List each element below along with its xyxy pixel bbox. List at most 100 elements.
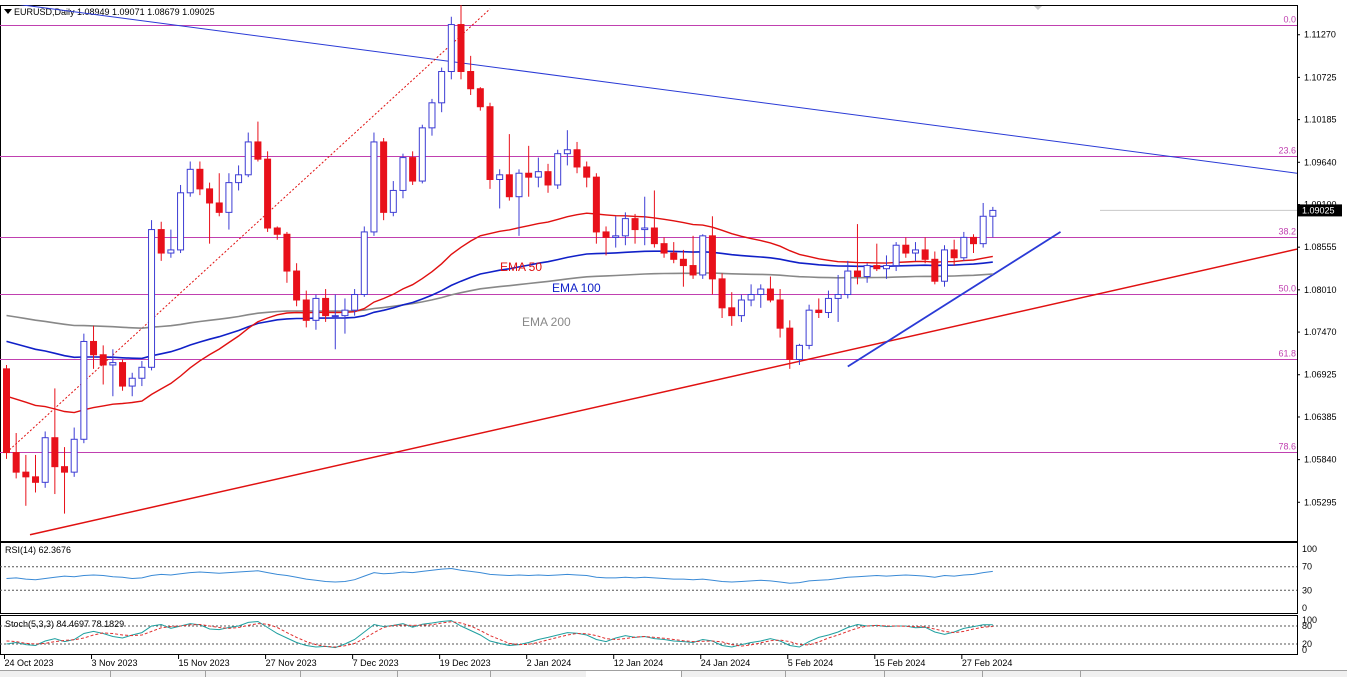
rsi-axis: 100 70 30 0 xyxy=(1302,544,1317,613)
candle-body xyxy=(447,24,455,73)
candle-body xyxy=(641,227,649,231)
candle-body xyxy=(766,288,774,301)
tab-active[interactable] xyxy=(586,671,681,677)
stoch-pane xyxy=(0,615,1298,655)
shift-marker-icon[interactable] xyxy=(1034,6,1042,10)
candle-body xyxy=(950,249,958,259)
candle-body xyxy=(747,294,755,301)
candle-body xyxy=(167,249,175,254)
time-tick-label: 12 Jan 2024 xyxy=(614,658,664,668)
candle-body xyxy=(496,174,504,180)
candle-body xyxy=(486,106,494,180)
time-tick-label: 19 Dec 2023 xyxy=(440,658,491,668)
candle-body xyxy=(573,149,581,168)
candle-body xyxy=(302,299,310,321)
candle-body xyxy=(505,174,513,198)
candle-body xyxy=(892,244,900,267)
rsi-tick-label: 30 xyxy=(1302,585,1312,595)
candle-body xyxy=(438,71,446,104)
candle-body xyxy=(921,249,929,260)
candle-body xyxy=(80,340,88,440)
candle-body xyxy=(621,218,629,237)
current-price-label: 1.09025 xyxy=(1302,205,1335,215)
candle-body xyxy=(805,309,813,346)
price-tick-label: 1.05295 xyxy=(1304,497,1337,507)
candle-body xyxy=(737,299,745,317)
candle-body xyxy=(863,265,871,278)
candle-body xyxy=(612,235,620,238)
rsi-indicator xyxy=(0,566,1297,591)
candle-body xyxy=(660,243,668,254)
candle-body xyxy=(51,437,59,468)
fibonacci-levels: 0.0 23.6 38.2 50.0 61.8 78.6 xyxy=(0,15,1297,453)
price-tick-label: 1.05840 xyxy=(1304,455,1337,465)
candle-body xyxy=(109,362,117,366)
stoch-tick-label: 0 xyxy=(1302,645,1307,655)
price-axis: 1.112701.107251.101851.096401.091001.085… xyxy=(1100,30,1342,507)
fib-level-label: 78.6 xyxy=(1278,442,1296,452)
time-tick-label: 7 Dec 2023 xyxy=(353,658,399,668)
trend-lines xyxy=(6,5,1297,536)
candle-body xyxy=(515,172,523,198)
candle-body xyxy=(119,362,127,387)
candle-body xyxy=(525,172,533,178)
candle-body xyxy=(128,377,136,387)
candle-body xyxy=(235,174,243,184)
price-tick-label: 1.11270 xyxy=(1304,30,1336,40)
rsi-pane xyxy=(0,542,1298,614)
price-tick-label: 1.10725 xyxy=(1304,72,1337,82)
candle-body xyxy=(979,215,987,245)
fib-level-label: 50.0 xyxy=(1278,284,1296,294)
candle-body xyxy=(418,127,426,182)
candle-body xyxy=(196,168,204,190)
candle-body xyxy=(970,236,977,245)
price-tick-label: 1.10185 xyxy=(1304,115,1337,125)
time-axis: 24 Oct 2023 3 Nov 2023 15 Nov 2023 27 Nov 2… xyxy=(4,655,1013,668)
rsi-tick-label: 100 xyxy=(1302,544,1317,554)
rsi-tick-label: 0 xyxy=(1302,603,1307,613)
ema-lines xyxy=(6,212,993,414)
ema-100-line xyxy=(6,250,993,360)
candle-body xyxy=(283,233,291,272)
candle-body xyxy=(341,309,349,317)
candle-body xyxy=(718,278,726,309)
price-tick-label: 1.07470 xyxy=(1304,327,1337,337)
candle-body xyxy=(650,227,658,245)
candle-body xyxy=(853,270,861,278)
time-tick-label: 27 Feb 2024 xyxy=(962,658,1013,668)
candle-body xyxy=(293,270,301,301)
candle-body xyxy=(273,227,281,235)
candle-body xyxy=(844,270,852,296)
candle-body xyxy=(989,209,997,217)
candle-body xyxy=(312,297,320,321)
candle-body xyxy=(32,476,40,483)
dropdown-triangle-icon[interactable] xyxy=(4,9,12,14)
candle-body xyxy=(370,141,378,233)
candle-body xyxy=(389,189,397,213)
candle-body xyxy=(331,315,339,318)
candle-body xyxy=(467,71,475,90)
stoch-signal-line xyxy=(6,621,993,648)
time-tick-label: 24 Oct 2023 xyxy=(5,658,54,668)
candle-body xyxy=(931,258,939,282)
candle-body xyxy=(215,202,223,213)
candle-body xyxy=(795,344,803,360)
fib-level-label: 23.6 xyxy=(1278,146,1296,156)
candle-body xyxy=(563,149,571,155)
fib-level-label: 61.8 xyxy=(1278,349,1296,359)
time-tick-label: 15 Nov 2023 xyxy=(179,658,230,668)
candle-body xyxy=(90,340,98,356)
rsi-line xyxy=(6,567,993,584)
stoch-title: Stoch(5,3,3) 84.4697 78.1829 xyxy=(5,619,124,629)
time-tick-label: 15 Feb 2024 xyxy=(875,658,926,668)
candle-body xyxy=(679,258,687,267)
candle-body xyxy=(554,153,562,186)
candle-body xyxy=(902,244,910,254)
price-tick-label: 1.06385 xyxy=(1304,412,1337,422)
stoch-indicator xyxy=(0,620,1297,649)
time-tick-label: 24 Jan 2024 xyxy=(701,658,751,668)
ascending-support-line xyxy=(29,248,1297,536)
candle-body xyxy=(583,166,591,178)
candle-body xyxy=(824,297,832,314)
